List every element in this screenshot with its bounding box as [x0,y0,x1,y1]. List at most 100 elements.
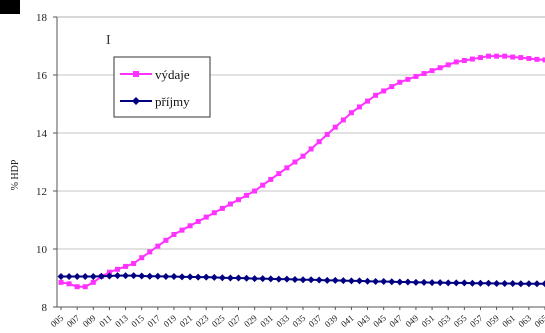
y-tick-label: 10 [36,244,48,256]
legend: výdaje příjmy [113,56,211,118]
data-point [453,59,459,65]
data-point [283,275,291,283]
data-point [517,280,525,288]
data-point [284,165,290,171]
data-point [235,197,241,203]
data-point [485,279,493,287]
data-point [260,182,266,188]
data-point [123,263,129,269]
data-point [130,272,138,280]
data-point [428,279,436,287]
data-point [299,276,307,284]
x-tick-label: 033 [274,313,291,330]
data-point [364,277,372,285]
x-tick-label: 049 [403,313,420,330]
data-point [323,276,331,284]
data-point [510,54,516,60]
axes [56,16,545,308]
data-point [300,153,306,159]
data-point [518,55,524,61]
data-point [509,280,517,288]
data-point [105,272,113,280]
data-point [437,65,443,71]
y-tick-labels: 8 10 12 14 16 18 [36,12,57,314]
x-tick-label: 047 [387,313,404,330]
data-point [332,124,338,130]
legend-label-1: příjmy [155,94,190,109]
data-point [533,280,541,288]
data-point [252,188,258,194]
data-point [154,272,162,280]
y-tick-label: 12 [36,186,47,198]
y-tick-label: 14 [36,128,48,140]
data-point [244,192,250,198]
x-tick-label: 037 [307,313,324,330]
data-point [97,272,105,280]
data-point [460,279,468,287]
x-tick-label: 043 [355,313,372,330]
x-tick-label: 029 [242,313,259,330]
data-point [404,278,412,286]
y-tick-label: 18 [36,12,48,24]
data-point [194,273,202,281]
data-point [211,210,217,216]
legend-marker-diamond [132,97,140,105]
data-point [170,273,178,281]
x-tick-label: 017 [145,313,162,330]
data-point [163,237,169,243]
data-point [131,261,137,266]
data-point [57,273,65,281]
x-tick-label: 045 [371,313,388,330]
data-point [146,272,154,280]
data-point [291,275,299,283]
data-point [234,274,242,282]
x-tick-label: 025 [210,313,227,330]
x-tick-label: 023 [194,313,211,330]
x-tick-label: 015 [129,313,146,330]
x-tick-label: 055 [452,313,469,330]
data-point [469,56,475,62]
x-tick-label: 005 [49,313,66,330]
data-point [331,276,339,284]
data-point [139,255,145,261]
legend-box [113,56,211,118]
data-point [308,146,314,152]
data-point [81,273,89,281]
x-tick-label: 057 [468,313,485,330]
data-point [541,280,545,288]
data-point [147,249,153,255]
x-tick-label: 051 [420,313,437,329]
data-point [89,273,97,281]
text-cursor-icon: I [106,33,111,48]
x-tick-label: 021 [178,313,195,329]
data-point [502,53,508,59]
data-point [380,277,388,285]
data-point [73,273,81,281]
x-tick-label: 027 [226,313,243,330]
y-axis-label: % HDP [10,159,21,190]
data-point [316,139,322,145]
data-point [162,273,170,281]
x-tick-label: 007 [65,313,82,330]
corner-black-mark [0,0,20,14]
data-point [65,273,73,281]
data-point [210,273,218,281]
data-point [106,269,112,275]
y-tick-label: 16 [36,70,48,82]
data-point [501,280,509,288]
data-point [219,205,225,211]
x-tick-label: 063 [516,313,533,330]
data-point [203,214,209,220]
data-point [381,88,387,94]
data-point [155,243,161,249]
x-tick-labels: 005 007 009 011 013 015 017 019 021 023 025 027 029 0… [49,307,545,329]
data-point [122,272,130,280]
x-tick-label: 035 [291,313,308,330]
data-point [227,201,233,207]
data-point [542,57,545,63]
data-point [275,275,283,283]
data-point [477,55,483,61]
data-point [389,84,395,90]
data-point [171,232,177,237]
